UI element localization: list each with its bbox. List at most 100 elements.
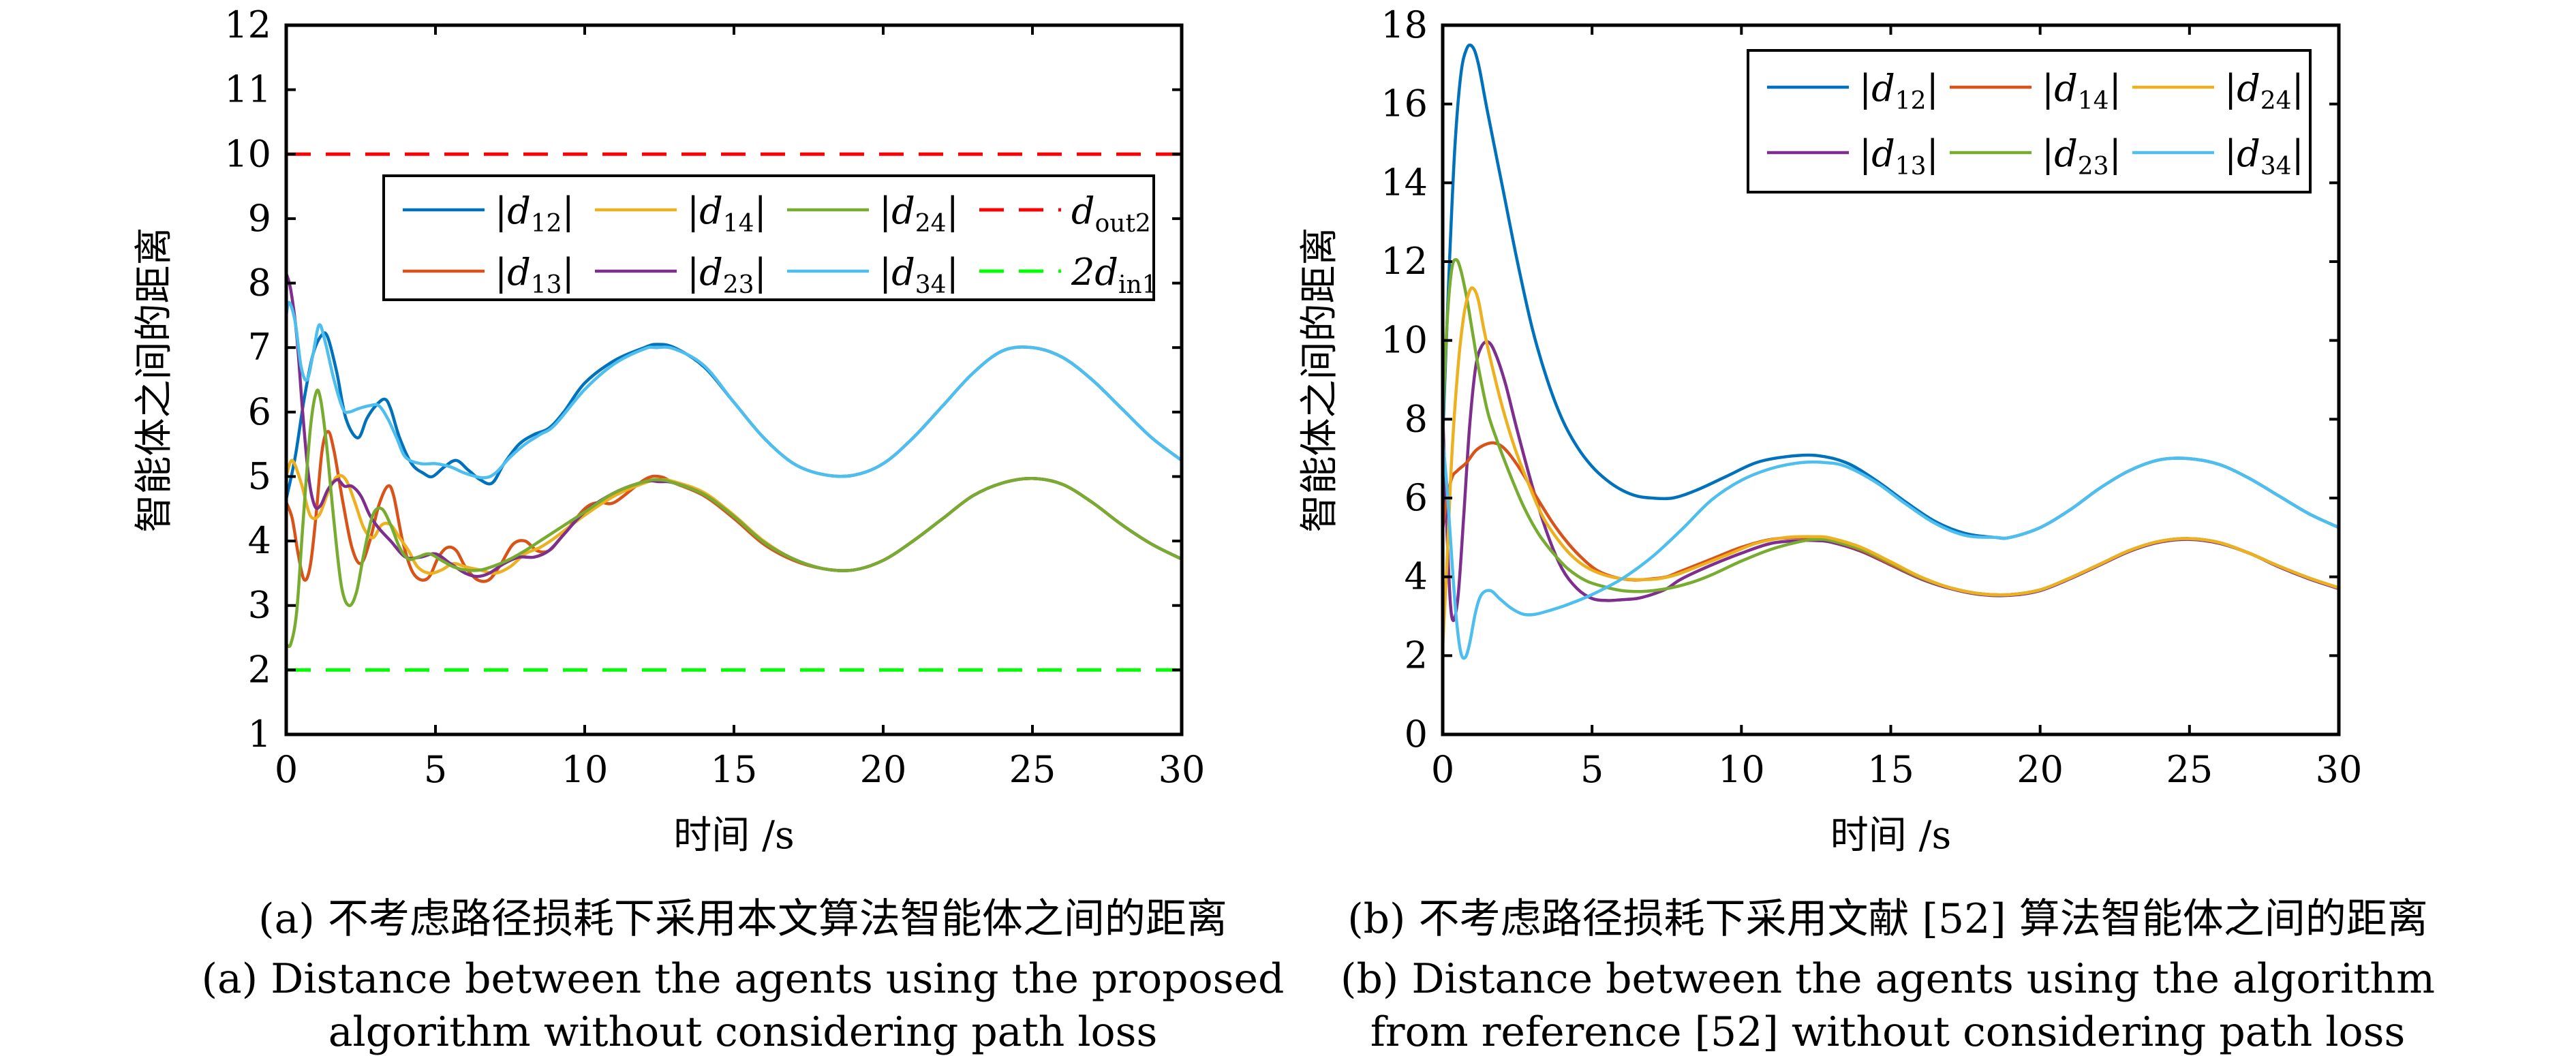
- series-line-d34: [286, 300, 1182, 480]
- y-tick-label: 12: [224, 3, 271, 46]
- y-tick-label: 2: [248, 648, 271, 691]
- legend-label: |d12|: [495, 189, 574, 238]
- abs-bar: |: [1927, 67, 1939, 110]
- abs-bar: |: [687, 189, 699, 232]
- y-tick-label: 3: [248, 584, 271, 627]
- x-tick-label: 5: [1580, 748, 1604, 791]
- y-axis-label: 智能体之间的距离: [1298, 228, 1342, 533]
- abs-bar: |: [2109, 132, 2121, 175]
- y-tick-label: 7: [248, 326, 271, 369]
- abs-bar: |: [1859, 132, 1871, 175]
- abs-bar: |: [495, 189, 507, 232]
- x-axis-label: 时间 /s: [1830, 813, 1951, 858]
- abs-bar: |: [562, 189, 574, 232]
- legend-main: d: [2054, 67, 2078, 110]
- legend-main: d: [2054, 132, 2078, 175]
- legend-label: |d14|: [687, 189, 767, 238]
- y-axis-label: 智能体之间的距离: [132, 228, 177, 533]
- abs-bar: |: [2224, 67, 2237, 110]
- legend-label: |d34|: [2224, 132, 2304, 181]
- legend-sub: 23: [2078, 153, 2109, 181]
- legend-item: 2din1: [979, 251, 1158, 299]
- caption-b-en-line2: from reference [52] without considering …: [1370, 1008, 2406, 1056]
- abs-bar: |: [2109, 67, 2121, 110]
- legend-main: d: [2237, 132, 2260, 175]
- y-tick-label: 6: [248, 390, 271, 433]
- legend-label: |d13|: [1859, 132, 1939, 181]
- legend-sub: 14: [2078, 87, 2109, 115]
- y-tick-label: 8: [248, 262, 271, 305]
- legend-main: d: [507, 189, 531, 232]
- legend-item: |d14|: [595, 189, 767, 238]
- legend-item: |d23|: [1950, 132, 2121, 181]
- legend-main: d: [1871, 132, 1895, 175]
- plot-area: [286, 25, 1182, 734]
- abs-bar: |: [495, 251, 507, 294]
- legend-main: d: [1071, 189, 1095, 232]
- legend-main: d: [699, 189, 723, 232]
- x-tick-label: 30: [1159, 748, 1206, 791]
- y-tick-label: 12: [1381, 240, 1428, 283]
- legend-item: |d14|: [1950, 67, 2121, 115]
- series-line-d34: [1443, 439, 2339, 660]
- y-tick-label: 4: [248, 519, 271, 562]
- legend-main: d: [891, 251, 915, 294]
- legend-main: d: [2237, 67, 2260, 110]
- abs-bar: |: [947, 251, 959, 294]
- series-line-d24: [1443, 286, 2339, 648]
- legend-sub: 12: [1895, 87, 1927, 115]
- legend-sub: out2: [1095, 210, 1151, 238]
- abs-bar: |: [1859, 67, 1871, 110]
- caption-b-en-line1: (b) Distance between the agents using th…: [1340, 955, 2435, 1003]
- y-tick-label: 10: [224, 132, 271, 175]
- y-tick-label: 16: [1381, 82, 1428, 125]
- y-tick-label: 14: [1381, 161, 1428, 204]
- legend-item: |d13|: [1767, 132, 1939, 181]
- legend-label: |d14|: [2042, 67, 2121, 115]
- y-tick-label: 2: [1405, 634, 1428, 677]
- legend-item: |d13|: [403, 251, 574, 299]
- legend-main: d: [891, 189, 915, 232]
- abs-bar: |: [2042, 132, 2054, 175]
- series-group: [1443, 43, 2339, 660]
- legend-label: 2din1: [1071, 251, 1158, 299]
- legend-item: |d23|: [595, 251, 767, 299]
- abs-bar: |: [2042, 67, 2054, 110]
- legend-label: |d23|: [2042, 132, 2121, 181]
- y-tick-label: 0: [1405, 713, 1428, 756]
- legend-label: dout2: [1071, 189, 1151, 238]
- legend-label: |d24|: [2224, 67, 2304, 115]
- legend-label: |d34|: [879, 251, 959, 299]
- x-tick-label: 10: [1718, 748, 1765, 791]
- x-tick-label: 20: [2017, 748, 2064, 791]
- abs-bar: |: [754, 251, 767, 294]
- y-tick-label: 8: [1405, 397, 1428, 440]
- legend-sub: 34: [2260, 153, 2292, 181]
- legend-sub: 24: [915, 210, 947, 238]
- abs-bar: |: [879, 189, 891, 232]
- legend-main: d: [1871, 67, 1895, 110]
- legend-sub: in1: [1118, 271, 1158, 299]
- caption-a-zh: (a) 不考虑路径损耗下采用本文算法智能体之间的距离: [258, 895, 1227, 943]
- y-tick-label: 9: [248, 197, 271, 240]
- y-tick-label: 1: [248, 713, 271, 756]
- legend-main: d: [507, 251, 531, 294]
- legend-sub: 23: [723, 271, 754, 299]
- legend-label: |d12|: [1859, 67, 1939, 115]
- legend-item: |d34|: [2132, 132, 2304, 181]
- abs-bar: |: [947, 189, 959, 232]
- x-tick-label: 25: [1009, 748, 1056, 791]
- legend-box: [382, 174, 1155, 301]
- caption-a-en-line1: (a) Distance between the agents using th…: [201, 955, 1285, 1003]
- series-group: [286, 152, 1182, 672]
- abs-bar: |: [562, 251, 574, 294]
- y-tick-label: 18: [1381, 3, 1428, 46]
- abs-bar: |: [879, 251, 891, 294]
- abs-bar: |: [1927, 132, 1939, 175]
- y-tick-label: 5: [248, 454, 271, 497]
- series-line-d24: [286, 388, 1182, 649]
- caption-b-zh: (b) 不考虑路径损耗下采用文献 [52] 算法智能体之间的距离: [1347, 895, 2428, 943]
- legend-label: |d24|: [879, 189, 959, 238]
